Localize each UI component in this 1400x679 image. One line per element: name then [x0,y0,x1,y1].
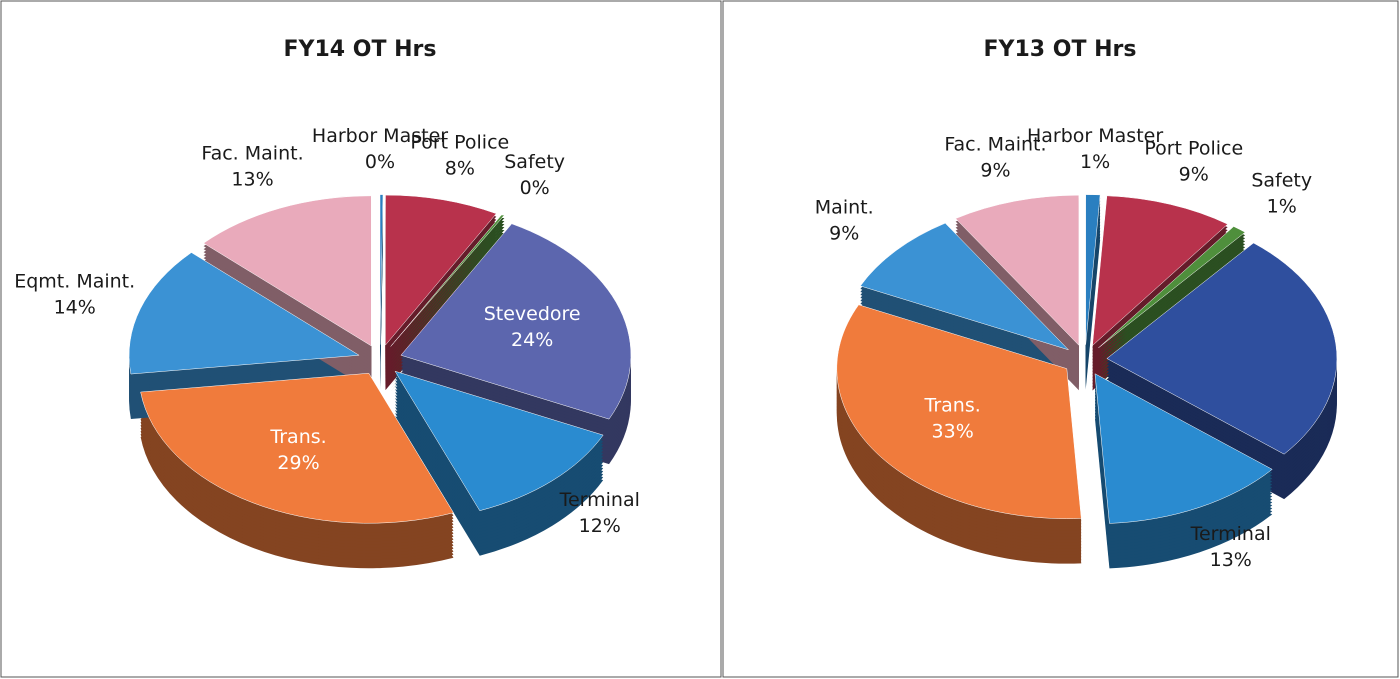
slice-label: Port Police [1144,138,1243,160]
slice [836,304,1082,519]
slice-label: Maint. [815,196,874,218]
slice-side [390,227,505,359]
panel [0,0,722,678]
slice-side [390,230,505,362]
slice [1098,226,1246,349]
value-label: 13% [231,168,273,190]
value-label: 8% [445,158,475,180]
value-label: 1% [1267,195,1297,217]
slice-side [390,218,505,350]
slice-side [390,233,505,365]
panel [722,0,1399,678]
slice-label: Terminal [1190,523,1271,545]
slice-label: Harbor Master [1027,125,1163,147]
slice-label: Harbor Master [312,125,448,147]
chart-title: FY14 OT Hrs [284,37,437,62]
value-label: 9% [980,159,1010,181]
slice-label: Fac. Maint. [944,133,1046,155]
slice [1085,194,1101,345]
slice-side [390,224,505,356]
slice-label: Trans. [269,426,326,448]
slice [128,252,360,375]
slice [203,195,372,347]
value-label: 24% [511,329,553,351]
value-label: 9% [829,222,859,244]
value-label: 12% [579,515,621,537]
value-label: 0% [520,177,550,199]
slice-label: Eqmt. Maint. [14,270,135,292]
value-label: 13% [1210,549,1252,571]
slice [140,372,454,524]
value-label: 1% [1080,151,1110,173]
slice-label: Port Police [410,132,509,154]
value-label: 9% [1179,164,1209,186]
slice-label: Trans. [924,395,981,417]
value-label: 14% [54,296,96,318]
slice-side [390,221,505,353]
slice [379,194,384,345]
slice [1094,373,1273,524]
slice [400,223,632,420]
slice [955,194,1080,346]
slice-label: Safety [1251,169,1312,191]
slice [859,222,1069,351]
value-label: 33% [932,421,974,443]
value-label: 29% [277,452,319,474]
slice-label: Stevedore [484,303,581,325]
slice-label: Fac. Maint. [201,142,303,164]
slice-label: Terminal [559,489,640,511]
value-label: 0% [365,151,395,173]
slice [390,214,505,347]
slice [385,194,497,346]
chart-title: FY13 OT Hrs [984,37,1137,62]
slice [1092,195,1229,347]
slice [394,370,604,511]
slice-label: Safety [504,151,565,173]
slice [1106,242,1338,455]
